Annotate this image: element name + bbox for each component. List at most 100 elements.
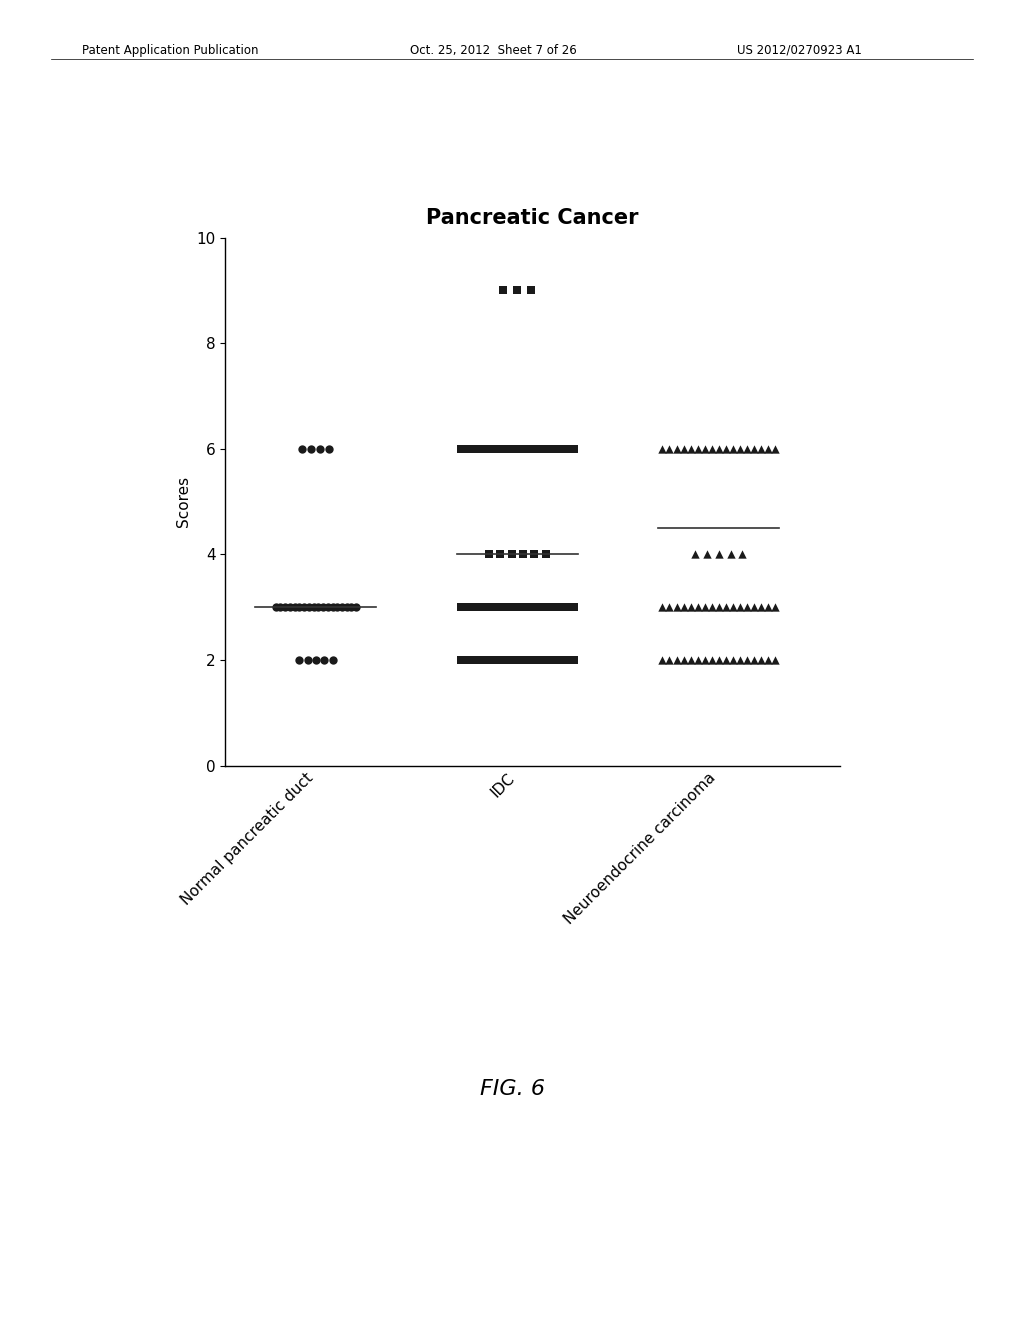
Point bbox=[689, 438, 706, 459]
Point bbox=[512, 649, 528, 671]
Point bbox=[539, 649, 555, 671]
Point bbox=[322, 438, 338, 459]
Point bbox=[539, 438, 555, 459]
Point bbox=[473, 438, 489, 459]
Point bbox=[486, 649, 503, 671]
Point bbox=[303, 438, 319, 459]
Text: Patent Application Publication: Patent Application Publication bbox=[82, 44, 258, 57]
Point bbox=[767, 597, 783, 618]
Point bbox=[676, 438, 692, 459]
Point bbox=[325, 597, 341, 618]
Point bbox=[504, 544, 520, 565]
Point bbox=[294, 438, 310, 459]
Point bbox=[682, 597, 698, 618]
Point bbox=[546, 649, 562, 671]
Point bbox=[512, 438, 528, 459]
Point bbox=[654, 597, 671, 618]
Point bbox=[725, 649, 741, 671]
Point bbox=[662, 438, 678, 459]
Point bbox=[305, 597, 322, 618]
Point bbox=[519, 649, 536, 671]
Point bbox=[296, 597, 312, 618]
Point bbox=[509, 280, 525, 301]
Point bbox=[466, 438, 482, 459]
Point bbox=[314, 597, 331, 618]
Point bbox=[552, 649, 568, 671]
Point bbox=[753, 597, 769, 618]
Point bbox=[308, 649, 325, 671]
Point bbox=[559, 649, 575, 671]
Point bbox=[473, 597, 489, 618]
Point bbox=[552, 597, 568, 618]
Point bbox=[703, 438, 720, 459]
Point bbox=[745, 649, 762, 671]
Title: Pancreatic Cancer: Pancreatic Cancer bbox=[426, 207, 639, 228]
Point bbox=[662, 597, 678, 618]
Point bbox=[276, 597, 293, 618]
Point bbox=[760, 438, 776, 459]
Point bbox=[453, 438, 469, 459]
Point bbox=[546, 438, 562, 459]
Point bbox=[500, 438, 516, 459]
Point bbox=[495, 280, 511, 301]
Point bbox=[287, 597, 303, 618]
Point bbox=[739, 438, 756, 459]
Point bbox=[515, 544, 531, 565]
Point bbox=[538, 544, 554, 565]
Point bbox=[539, 597, 555, 618]
Point bbox=[348, 597, 365, 618]
Point bbox=[339, 597, 355, 618]
Point bbox=[662, 649, 678, 671]
Point bbox=[703, 649, 720, 671]
Point bbox=[525, 438, 542, 459]
Point bbox=[519, 597, 536, 618]
Point bbox=[732, 597, 749, 618]
Point bbox=[460, 597, 476, 618]
Point bbox=[466, 649, 482, 671]
Point bbox=[760, 649, 776, 671]
Point bbox=[722, 544, 738, 565]
Point bbox=[506, 597, 522, 618]
Point bbox=[486, 438, 503, 459]
Point bbox=[725, 438, 741, 459]
Text: US 2012/0270923 A1: US 2012/0270923 A1 bbox=[737, 44, 862, 57]
Point bbox=[343, 597, 359, 618]
Point bbox=[500, 597, 516, 618]
Point bbox=[654, 649, 671, 671]
Point bbox=[696, 438, 713, 459]
Point bbox=[291, 649, 307, 671]
Point bbox=[669, 597, 685, 618]
Point bbox=[282, 597, 298, 618]
Point bbox=[486, 597, 503, 618]
Point bbox=[506, 649, 522, 671]
Point bbox=[767, 438, 783, 459]
Point bbox=[301, 597, 317, 618]
Point bbox=[711, 597, 727, 618]
Point bbox=[460, 438, 476, 459]
Point bbox=[453, 597, 469, 618]
Point bbox=[718, 438, 734, 459]
Point bbox=[732, 649, 749, 671]
Point bbox=[718, 649, 734, 671]
Point bbox=[689, 597, 706, 618]
Text: FIG. 6: FIG. 6 bbox=[479, 1078, 545, 1100]
Point bbox=[565, 438, 582, 459]
Point bbox=[466, 597, 482, 618]
Point bbox=[767, 649, 783, 671]
Point bbox=[493, 438, 509, 459]
Point bbox=[559, 438, 575, 459]
Point bbox=[532, 597, 549, 618]
Point bbox=[689, 649, 706, 671]
Text: Oct. 25, 2012  Sheet 7 of 26: Oct. 25, 2012 Sheet 7 of 26 bbox=[410, 44, 577, 57]
Point bbox=[523, 280, 540, 301]
Point bbox=[711, 544, 727, 565]
Point bbox=[319, 597, 336, 618]
Point bbox=[732, 438, 749, 459]
Point bbox=[745, 597, 762, 618]
Point bbox=[299, 649, 315, 671]
Point bbox=[525, 597, 542, 618]
Point bbox=[734, 544, 751, 565]
Point bbox=[512, 597, 528, 618]
Point bbox=[565, 597, 582, 618]
Point bbox=[676, 649, 692, 671]
